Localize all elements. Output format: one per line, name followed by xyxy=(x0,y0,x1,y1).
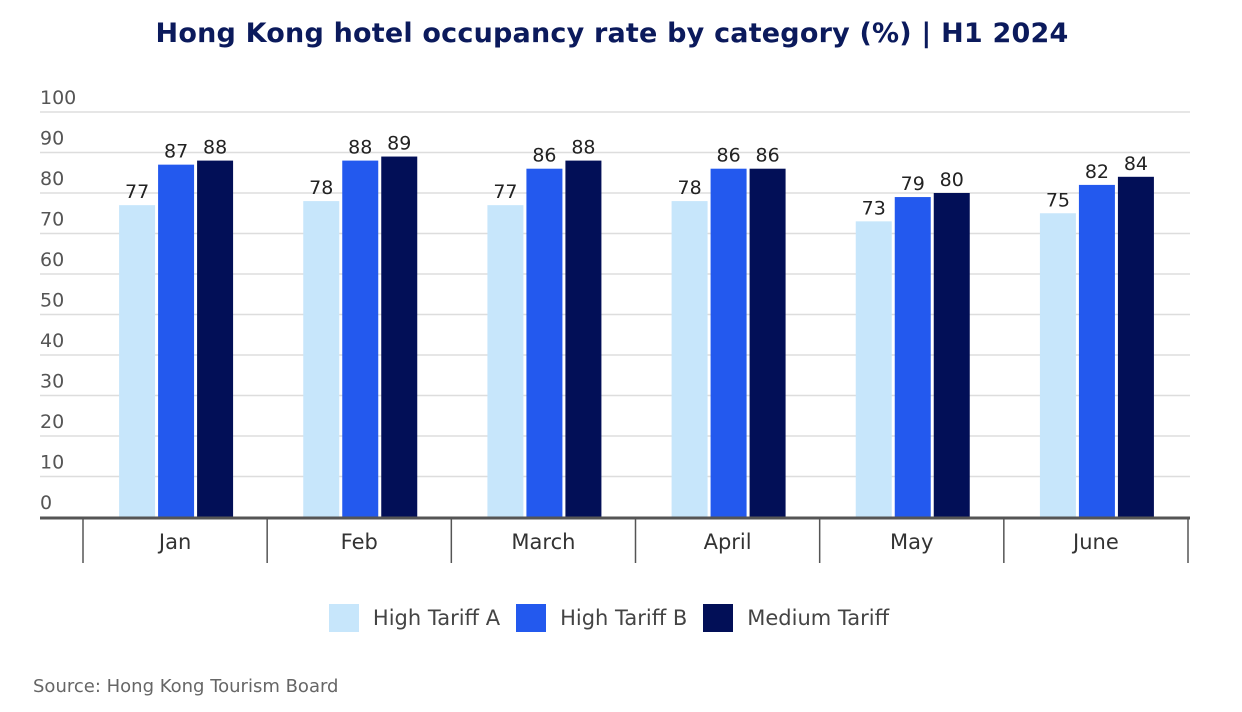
bar xyxy=(342,160,379,517)
chart-title: Hong Kong hotel occupancy rate by catego… xyxy=(155,18,1069,49)
data-label: 77 xyxy=(125,181,149,203)
y-tick-label: 0 xyxy=(40,492,52,514)
data-label: 73 xyxy=(862,197,886,219)
bar xyxy=(855,221,892,517)
y-tick-label: 70 xyxy=(40,209,64,231)
data-label: 84 xyxy=(1124,153,1148,175)
bar xyxy=(894,197,931,518)
bar xyxy=(303,201,340,517)
legend-label-medium-tariff: Medium Tariff xyxy=(747,606,890,630)
legend-swatch-high-tariff-b xyxy=(516,604,547,632)
x-category-label: Feb xyxy=(341,530,378,554)
y-tick-label: 60 xyxy=(40,249,64,271)
bar xyxy=(1078,184,1115,517)
bar xyxy=(119,205,156,517)
legend-item-high-tariff-b: High Tariff B xyxy=(516,604,687,632)
legend-label-high-tariff-b: High Tariff B xyxy=(560,606,688,630)
legend-swatch-medium-tariff xyxy=(703,604,734,632)
bar-chart: 0 10 20 30 40 50 60 70 80 90 100 77 87 88 Jan 78 88 89 Feb… xyxy=(40,87,1190,563)
bar xyxy=(710,168,747,517)
data-label: 86 xyxy=(716,145,740,167)
bar xyxy=(671,201,708,517)
data-label: 88 xyxy=(203,137,227,159)
data-label: 89 xyxy=(387,133,411,155)
data-label: 77 xyxy=(493,181,517,203)
data-label: 82 xyxy=(1085,161,1109,183)
data-label: 86 xyxy=(755,145,779,167)
bar xyxy=(197,160,234,517)
data-label: 86 xyxy=(532,145,556,167)
bar xyxy=(487,205,524,517)
y-tick-label: 10 xyxy=(40,452,64,474)
bar xyxy=(565,160,602,517)
legend-label-high-tariff-a: High Tariff A xyxy=(372,606,501,630)
bar xyxy=(1039,213,1076,517)
bar xyxy=(749,168,786,517)
bar xyxy=(933,193,970,517)
data-label: 88 xyxy=(348,137,372,159)
bar xyxy=(158,164,195,517)
x-category-label: Jan xyxy=(157,530,191,554)
data-label: 80 xyxy=(940,169,964,191)
data-label: 78 xyxy=(309,177,333,199)
y-tick-label: 30 xyxy=(40,371,64,393)
legend: High Tariff A High Tariff B Medium Tarif… xyxy=(0,604,1218,632)
y-tick-label: 90 xyxy=(40,128,64,150)
data-label: 87 xyxy=(164,141,188,163)
y-tick-label: 80 xyxy=(40,168,64,190)
bar xyxy=(381,156,418,518)
y-tick-label: 50 xyxy=(40,290,64,312)
data-label: 75 xyxy=(1046,189,1070,211)
bar xyxy=(1117,176,1154,518)
y-tick-label: 100 xyxy=(40,87,76,109)
bar xyxy=(526,168,563,517)
x-category-label: April xyxy=(704,530,752,554)
legend-item-high-tariff-a: High Tariff A xyxy=(328,604,501,632)
y-tick-label: 20 xyxy=(40,411,64,433)
y-tick-label: 40 xyxy=(40,330,64,352)
x-category-label: May xyxy=(890,530,933,554)
data-label: 79 xyxy=(901,173,925,195)
data-label: 78 xyxy=(677,177,701,199)
x-category-label: June xyxy=(1071,530,1119,554)
x-category-label: March xyxy=(511,530,575,554)
legend-swatch-high-tariff-a xyxy=(328,604,359,632)
source-note: Source: Hong Kong Tourism Board xyxy=(33,676,339,697)
data-label: 88 xyxy=(571,137,595,159)
legend-item-medium-tariff: Medium Tariff xyxy=(703,604,889,632)
